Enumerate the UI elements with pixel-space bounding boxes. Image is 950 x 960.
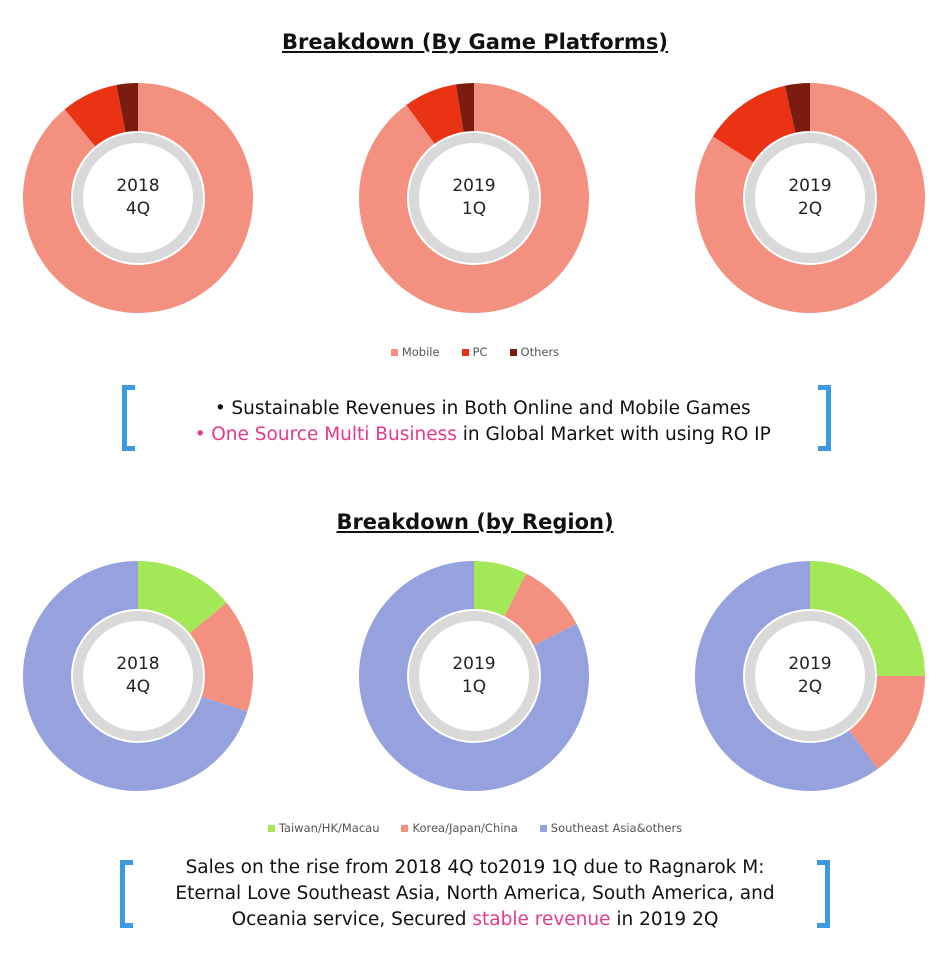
legend-item-korea: Korea/Japan/China [401, 821, 518, 835]
bullet-icon: • [214, 398, 226, 419]
legend-label-mobile: Mobile [401, 345, 440, 359]
platform-note: • Sustainable Revenues in Both Online and… [150, 396, 810, 448]
center-label-year: 2019 [788, 654, 832, 674]
legend-label-taiwan: Taiwan/HK/Macau [278, 821, 380, 835]
platform-legend: Mobile PC Others [0, 345, 950, 359]
legend-swatch-taiwan [267, 824, 275, 832]
region-note-line-2: Eternal Love Southeast Asia, North Ameri… [175, 883, 775, 904]
legend-item-pc: PC [461, 345, 488, 359]
center-label-quarter: 1Q [461, 199, 487, 219]
donut-center-label: 2018 4Q [78, 175, 198, 221]
slice-others [784, 83, 810, 133]
slice-pc [712, 85, 796, 163]
platform-note-line-2: • One Source Multi Business in Global Mar… [150, 422, 810, 448]
platform-donut-charts: 2018 4Q 2019 1Q 2019 2Q [0, 78, 950, 318]
region-donut-charts: 2018 4Q 2019 1Q 2019 2Q [0, 556, 950, 796]
legend-swatch-others [509, 348, 517, 356]
legend-swatch-sea [539, 824, 547, 832]
donut-center-label: 2019 2Q [750, 175, 870, 221]
legend-label-others: Others [520, 345, 560, 359]
region-legend: Taiwan/HK/Macau Korea/Japan/China Southe… [0, 821, 950, 835]
donut-center-label: 2019 1Q [414, 653, 534, 699]
slice-mobile [694, 83, 925, 313]
slice-mobile [358, 83, 589, 313]
slice-pc [64, 85, 126, 147]
platform-note-text-1: Sustainable Revenues in Both Online and … [231, 398, 751, 419]
right-bracket [817, 860, 830, 928]
legend-item-taiwan: Taiwan/HK/Macau [267, 821, 380, 835]
center-label-quarter: 4Q [125, 199, 151, 219]
region-donut-2019-1q [358, 561, 589, 791]
center-label-year: 2019 [788, 176, 832, 196]
donut-center-label: 2019 2Q [750, 653, 870, 699]
bullet-icon: • [194, 424, 206, 445]
slice-taiwan-hk-macau [474, 561, 527, 617]
right-bracket [818, 385, 831, 451]
region-note: Sales on the rise from 2018 4Q to2019 1Q… [140, 855, 810, 933]
platform-donut-2019-1q [358, 83, 589, 313]
center-label-year: 2018 [116, 654, 160, 674]
legend-label-korea: Korea/Japan/China [412, 821, 518, 835]
region-section-title: Breakdown (by Region) [336, 510, 614, 534]
center-label-year: 2019 [452, 176, 496, 196]
left-bracket [122, 385, 135, 451]
slice-korea-japan-china [504, 573, 577, 646]
slice-taiwan-hk-macau [810, 561, 925, 676]
donut-center-label: 2019 1Q [414, 175, 534, 221]
slice-southeast-asia-others [358, 561, 589, 791]
legend-item-others: Others [509, 345, 560, 359]
region-note-text-3b: in 2019 2Q [610, 909, 719, 930]
slice-pc [406, 84, 464, 144]
slice-taiwan-hk-macau [138, 561, 227, 634]
legend-swatch-pc [461, 348, 469, 356]
region-donut-2018-4q [23, 561, 253, 791]
center-label-quarter: 4Q [125, 677, 151, 697]
region-note-line-3: Oceania service, Secured stable revenue … [140, 907, 810, 933]
platform-note-highlight: One Source Multi Business [211, 424, 457, 445]
center-label-quarter: 2Q [797, 199, 823, 219]
center-label-year: 2019 [452, 654, 496, 674]
legend-swatch-korea [401, 824, 409, 832]
center-label-quarter: 2Q [797, 677, 823, 697]
region-donut-2019-2q [694, 561, 925, 791]
platform-note-line-1: • Sustainable Revenues in Both Online and… [150, 396, 810, 422]
platform-donut-2019-2q [694, 83, 925, 313]
center-label-quarter: 1Q [461, 677, 487, 697]
legend-item-sea: Southeast Asia&others [539, 821, 683, 835]
legend-item-mobile: Mobile [390, 345, 440, 359]
legend-label-pc: PC [472, 345, 488, 359]
slice-others [116, 83, 138, 133]
left-bracket [120, 860, 133, 928]
region-note-line-1: Sales on the rise from 2018 4Q to2019 1Q… [185, 857, 765, 878]
platform-section-title: Breakdown (By Game Platforms) [281, 30, 668, 54]
slice-southeast-asia-others [23, 561, 248, 791]
donut-center-label: 2018 4Q [78, 653, 198, 699]
slice-mobile [22, 83, 254, 313]
slice-korea-japan-china [189, 602, 253, 712]
slice-southeast-asia-others [694, 561, 878, 791]
slice-korea-japan-china [849, 676, 925, 770]
region-note-highlight: stable revenue [472, 909, 611, 930]
legend-label-sea: Southeast Asia&others [550, 821, 683, 835]
center-label-year: 2018 [116, 176, 160, 196]
legend-swatch-mobile [390, 348, 398, 356]
slice-others [456, 83, 474, 132]
region-note-text-3a: Oceania service, Secured [231, 909, 473, 930]
platform-donut-2018-4q [22, 83, 254, 313]
platform-note-text-2: in Global Market with using RO IP [456, 424, 771, 445]
